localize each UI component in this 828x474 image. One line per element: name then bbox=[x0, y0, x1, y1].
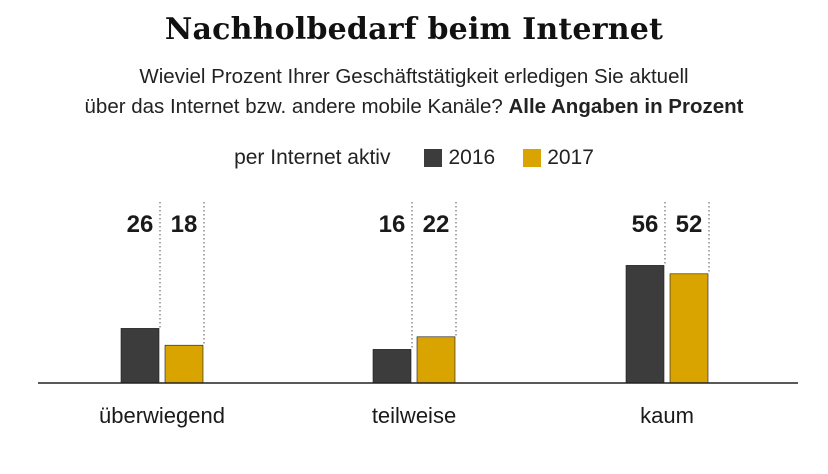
legend-swatch-2016 bbox=[424, 149, 443, 167]
legend: per Internet aktiv 2016 2017 bbox=[0, 146, 828, 170]
bar-value-label: 52 bbox=[676, 211, 703, 238]
legend-swatch-2017 bbox=[523, 149, 542, 167]
legend-label-2016: 2016 bbox=[448, 146, 496, 169]
legend-item-2016: 2016 bbox=[424, 146, 495, 170]
bar bbox=[625, 265, 665, 384]
category-label: überwiegend bbox=[99, 403, 225, 428]
legend-item-2017: 2017 bbox=[523, 146, 594, 170]
legend-label-2017: 2017 bbox=[547, 146, 594, 169]
subtitle-unit-note: Alle Angaben in Prozent bbox=[508, 95, 744, 118]
subtitle-line-2: über das Internet bzw. andere mobile Kan… bbox=[0, 92, 828, 122]
bar-value-label: 16 bbox=[379, 211, 406, 238]
bar bbox=[669, 273, 709, 384]
bar-value-label: 26 bbox=[127, 211, 154, 238]
bar bbox=[164, 344, 204, 384]
bar bbox=[372, 349, 412, 384]
bar bbox=[416, 336, 456, 384]
subtitle-line-1: Wieviel Prozent Ihrer Geschäftstätigkeit… bbox=[139, 65, 689, 88]
bar bbox=[120, 328, 160, 384]
bar-value-label: 22 bbox=[423, 211, 450, 238]
category-label: teilweise bbox=[372, 403, 456, 428]
legend-title: per Internet aktiv bbox=[234, 146, 391, 169]
chart-subtitle: Wieviel Prozent Ihrer Geschäftstätigkeit… bbox=[0, 62, 828, 122]
bar-value-label: 18 bbox=[171, 211, 198, 238]
bar-value-label: 56 bbox=[632, 211, 659, 238]
subtitle-line-2-text: über das Internet bzw. andere mobile Kan… bbox=[84, 95, 503, 118]
category-label: kaum bbox=[640, 403, 694, 428]
chart-title: Nachholbedarf beim Internet bbox=[164, 12, 664, 47]
